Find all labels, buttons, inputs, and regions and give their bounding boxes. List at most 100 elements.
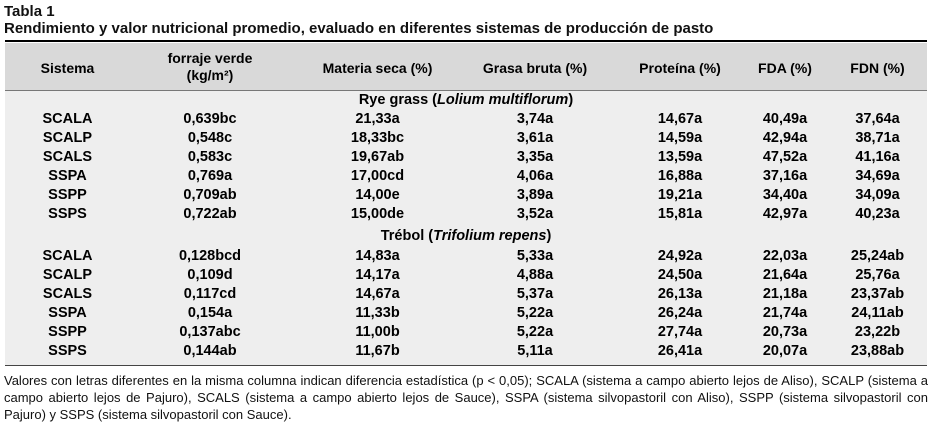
table-subtitle: Rendimiento y valor nutricional promedio…: [4, 20, 714, 37]
cell-materia: 17,00cd: [350, 168, 405, 184]
cell-forraje: 0,583c: [187, 149, 233, 165]
cell-fdn: 34,09a: [855, 187, 900, 203]
table-footnote: Valores con letras diferentes en la mism…: [4, 373, 928, 422]
cell-sistema: SSPA: [48, 168, 87, 184]
cell-fda: 34,40a: [762, 187, 808, 203]
cell-fda: 47,52a: [762, 149, 808, 165]
cell-forraje: 0,128bcd: [178, 248, 242, 264]
cell-proteina: 26,41a: [657, 343, 703, 359]
cell-fda: 22,03a: [762, 248, 808, 264]
cell-proteina: 13,59a: [657, 149, 703, 165]
cell-sistema: SCALP: [42, 130, 93, 146]
cell-grasa: 5,22a: [516, 324, 554, 340]
section-label-end: ): [546, 228, 552, 244]
section-trebol: Trébol (Trifolium repens): [5, 226, 927, 246]
table-title: Tabla 1: [4, 3, 55, 20]
cell-sistema: SCALS: [42, 286, 93, 302]
header-forraje: forraje verde (kg/m²): [150, 50, 270, 84]
header-forraje-line2: (kg/m²): [186, 67, 234, 83]
cell-materia: 14,17a: [355, 267, 400, 283]
cell-sistema: SCALA: [42, 248, 93, 264]
cell-fda: 42,97a: [762, 206, 808, 222]
section-label-italic: Lolium multiflorum: [437, 92, 569, 108]
header-proteina: Proteína (%): [639, 60, 721, 76]
cell-fdn: 40,23a: [855, 206, 900, 222]
cell-fdn: 41,16a: [855, 149, 900, 165]
cell-fdn: 38,71a: [855, 130, 900, 146]
cell-materia: 11,00b: [355, 324, 400, 340]
cell-materia: 18,33bc: [350, 130, 405, 146]
cell-fdn: 23,37ab: [850, 286, 905, 302]
cell-grasa: 5,11a: [517, 343, 553, 359]
header-materia-seca: Materia seca (%): [322, 60, 433, 76]
cell-sistema: SSPS: [48, 206, 87, 222]
cell-fdn: 23,88ab: [850, 343, 905, 359]
cell-sistema: SSPP: [48, 187, 87, 203]
cell-forraje: 0,154a: [187, 305, 233, 321]
section-label: Rye grass (: [358, 92, 438, 108]
section-label: Trébol (: [380, 228, 434, 244]
cell-fdn: 23,22b: [854, 324, 901, 340]
cell-proteina: 27,74a: [657, 324, 703, 340]
cell-fda: 21,64a: [762, 267, 808, 283]
cell-grasa: 5,22a: [516, 305, 554, 321]
cell-fdn: 24,11ab: [851, 305, 904, 321]
cell-grasa: 5,37a: [516, 286, 554, 302]
header-rule: [5, 90, 927, 91]
cell-sistema: SSPA: [48, 305, 87, 321]
cell-sistema: SSPS: [48, 343, 87, 359]
cell-forraje: 0,548c: [187, 130, 233, 146]
bottom-rule: [5, 365, 927, 366]
cell-sistema: SCALA: [42, 111, 93, 127]
cell-proteina: 24,50a: [657, 267, 703, 283]
cell-fda: 37,16a: [762, 168, 808, 184]
cell-materia: 19,67ab: [350, 149, 405, 165]
cell-proteina: 19,21a: [657, 187, 703, 203]
section-label-end: ): [568, 92, 574, 108]
body-background: [5, 91, 927, 365]
cell-materia: 14,83a: [355, 248, 400, 264]
cell-fdn: 25,24ab: [850, 248, 905, 264]
cell-materia: 14,67a: [355, 286, 400, 302]
cell-grasa: 5,33a: [516, 248, 554, 264]
cell-forraje: 0,117cd: [183, 286, 237, 302]
cell-fda: 20,07a: [762, 343, 808, 359]
cell-materia: 15,00de: [350, 206, 405, 222]
cell-fdn: 34,69a: [855, 168, 900, 184]
cell-grasa: 3,52a: [516, 206, 554, 222]
cell-fda: 21,74a: [762, 305, 808, 321]
cell-grasa: 3,89a: [516, 187, 554, 203]
cell-fdn: 37,64a: [855, 111, 900, 127]
cell-materia: 11,33b: [355, 305, 400, 321]
cell-proteina: 26,13a: [657, 286, 703, 302]
cell-proteina: 14,67a: [657, 111, 703, 127]
cell-sistema: SCALS: [42, 149, 93, 165]
cell-fda: 21,18a: [762, 286, 808, 302]
cell-forraje: 0,709ab: [183, 187, 237, 203]
header-fda: FDA (%): [758, 60, 812, 76]
cell-proteina: 16,88a: [657, 168, 703, 184]
cell-grasa: 4,88a: [516, 267, 554, 283]
cell-forraje: 0,722ab: [183, 206, 237, 222]
cell-fdn: 25,76a: [855, 267, 900, 283]
section-label-italic: Trifolium repens: [433, 228, 547, 244]
cell-fda: 42,94a: [762, 130, 808, 146]
cell-forraje: 0,144ab: [183, 343, 237, 359]
header-background: [5, 43, 927, 91]
cell-forraje: 0,109d: [187, 267, 233, 283]
cell-materia: 21,33a: [355, 111, 400, 127]
cell-proteina: 24,92a: [657, 248, 703, 264]
cell-proteina: 15,81a: [657, 206, 703, 222]
cell-sistema: SCALP: [42, 267, 93, 283]
cell-forraje: 0,769a: [187, 168, 233, 184]
header-sistema: Sistema: [40, 60, 95, 76]
top-rule: [5, 40, 927, 42]
header-fdn: FDN (%): [850, 60, 905, 76]
cell-proteina: 26,24a: [657, 305, 703, 321]
cell-materia: 11,67b: [355, 343, 400, 359]
header-forraje-line1: forraje verde: [167, 50, 253, 66]
cell-grasa: 3,35a: [516, 149, 554, 165]
cell-grasa: 4,06a: [516, 168, 554, 184]
cell-proteina: 14,59a: [657, 130, 703, 146]
cell-fda: 20,73a: [762, 324, 808, 340]
